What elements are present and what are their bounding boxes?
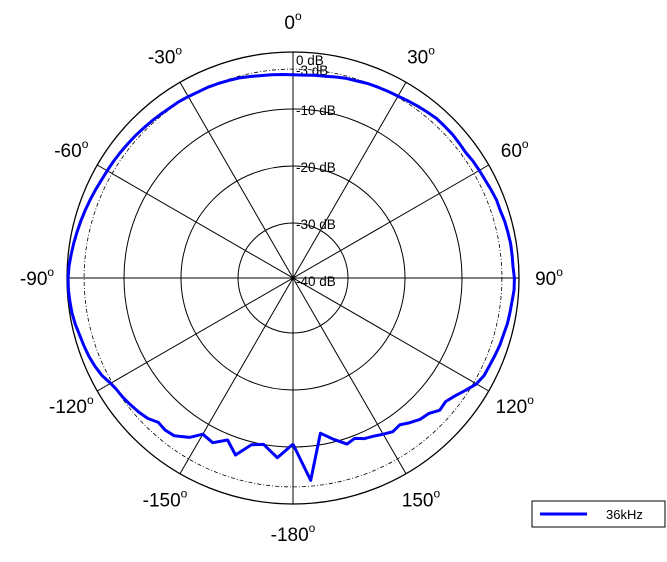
angle-label-minus-30: -30o — [148, 43, 182, 68]
spoke-150-330 — [179, 82, 407, 474]
radial-label-minus-30db: -30 dB — [296, 217, 336, 232]
angle-label-minus-60: -60o — [54, 137, 88, 162]
angle-label-minus-120: -120o — [49, 393, 94, 418]
angle-label-30: 30o — [407, 43, 435, 68]
radial-label-0db: 0 dB — [296, 53, 324, 68]
angular-grid-spokes — [67, 52, 519, 504]
angle-label-minus-90: -90o — [20, 265, 54, 290]
angle-label-90: 90o — [535, 265, 563, 290]
legend-label-36khz: 36kHz — [606, 507, 643, 522]
angle-label-60: 60o — [501, 137, 529, 162]
angle-label-0: 0o — [284, 9, 302, 34]
ring-minus-3db — [83, 68, 503, 488]
angle-label-minus-150: -150o — [143, 487, 188, 512]
angle-label-minus-180: -180o — [271, 521, 316, 546]
radial-label-minus-40db: -40 dB — [296, 274, 336, 289]
radial-label-minus-10db: -10 dB — [296, 103, 336, 118]
series-line-36khz — [66, 73, 516, 482]
reference-ring — [83, 68, 503, 488]
angle-label-120: 120o — [496, 393, 535, 418]
legend: 36kHz — [531, 500, 666, 528]
radial-tick-labels: 0 dB-3 dB-10 dB-20 dB-30 dB-40 dB — [296, 53, 336, 289]
series-layer — [66, 73, 516, 482]
angle-label-150: 150o — [402, 487, 441, 512]
radial-label-minus-20db: -20 dB — [296, 160, 336, 175]
